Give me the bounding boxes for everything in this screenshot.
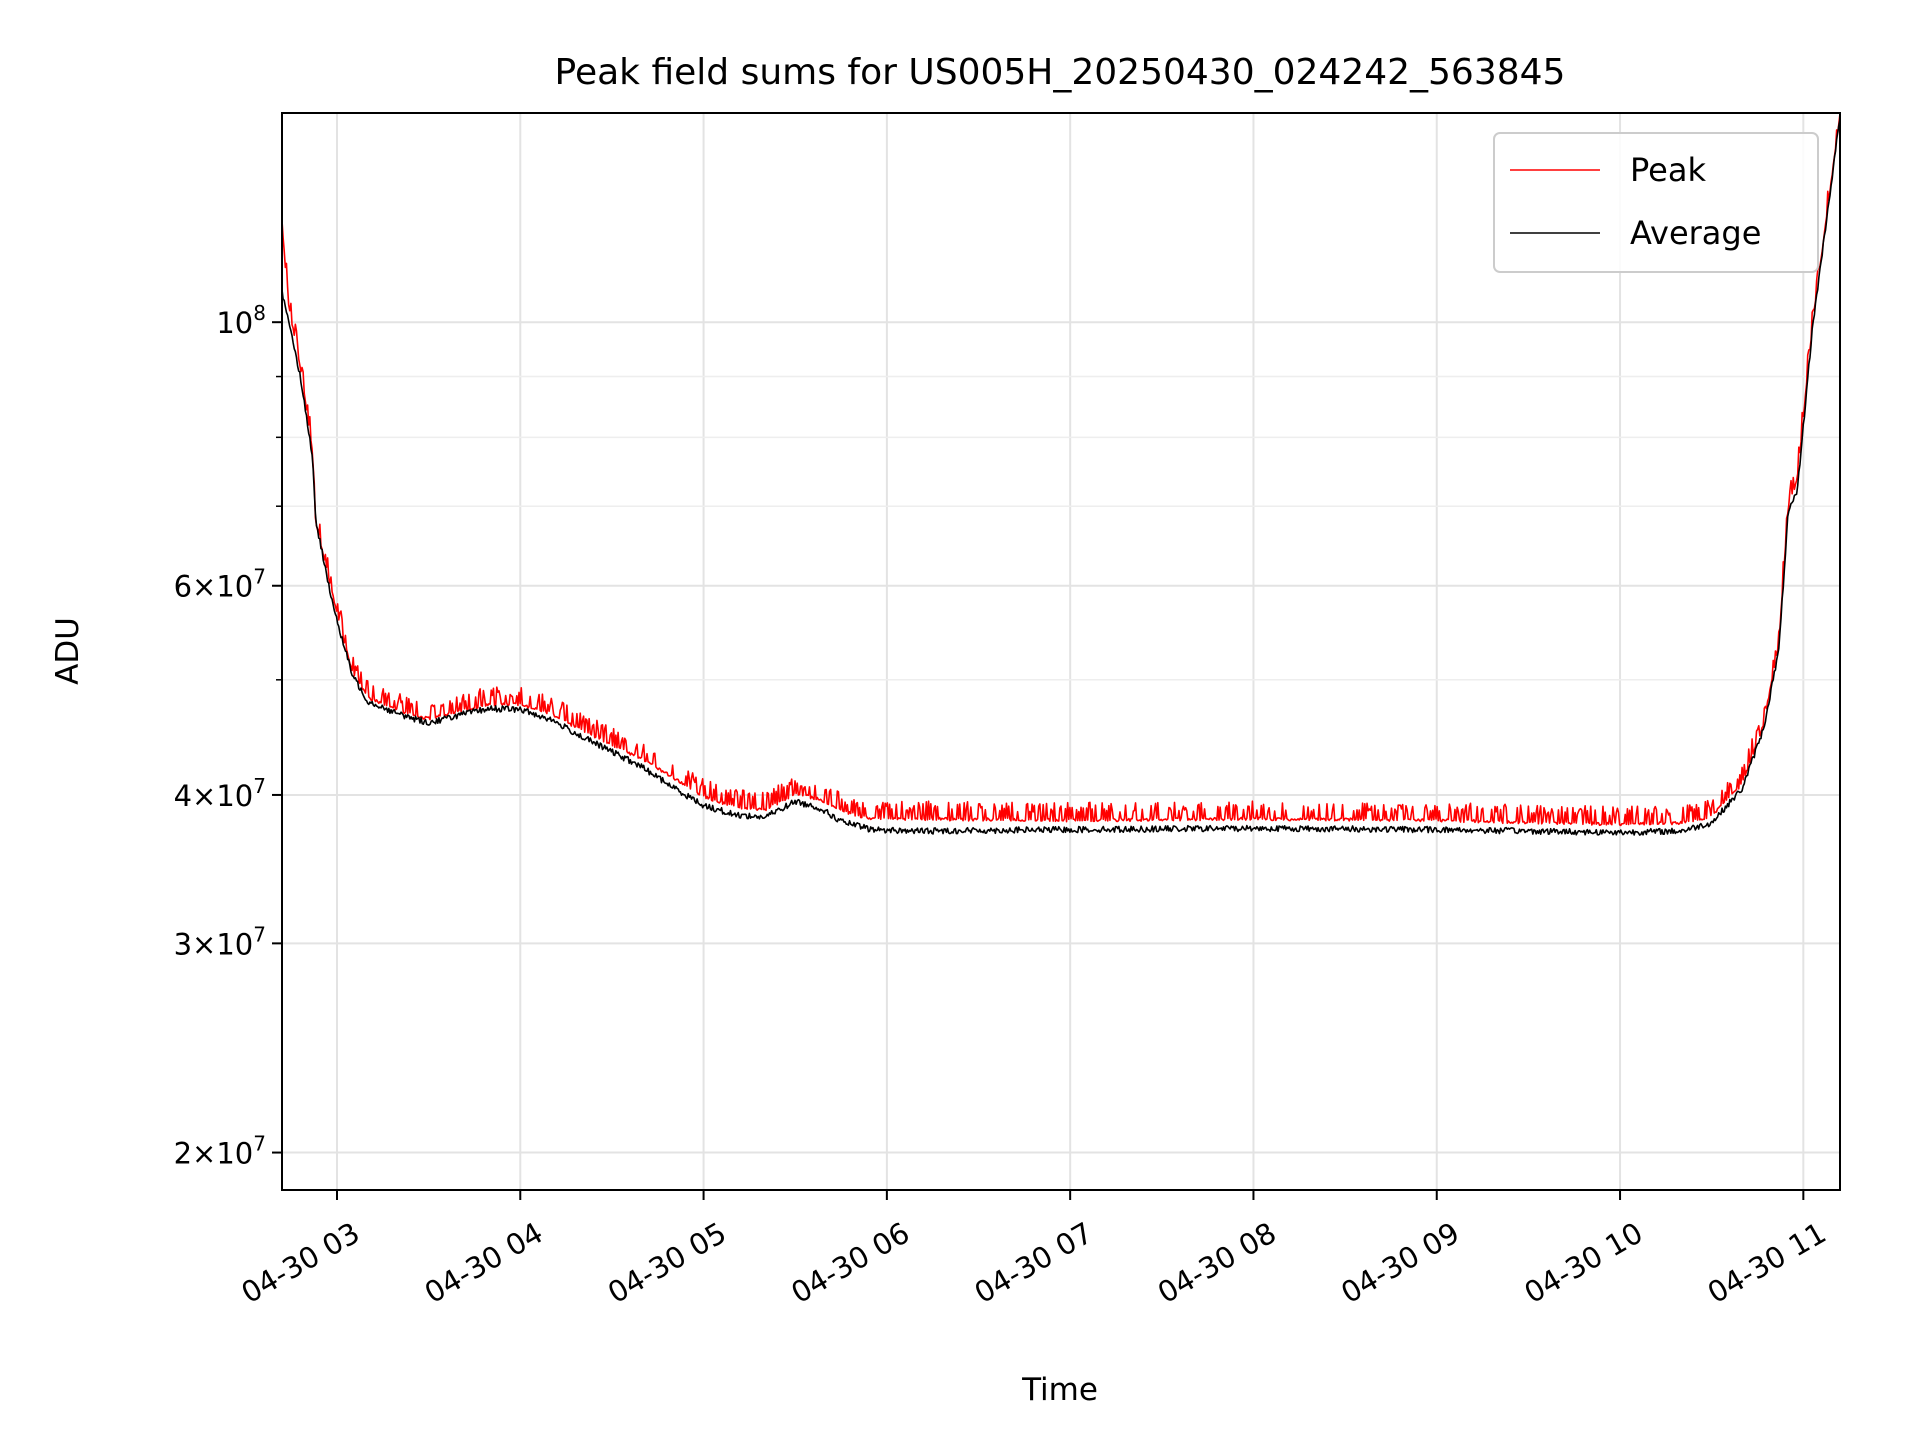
x-axis-label: Time bbox=[1021, 1372, 1098, 1408]
y-tick-label: 4×107 bbox=[174, 774, 266, 813]
legend-label-average: Average bbox=[1630, 214, 1761, 252]
series-line-average bbox=[282, 118, 1840, 836]
y-tick-label: 3×107 bbox=[174, 922, 266, 961]
grid bbox=[282, 113, 1840, 1190]
plot-series bbox=[282, 113, 1840, 836]
legend-box bbox=[1493, 132, 1819, 273]
legend-label-peak: Peak bbox=[1630, 151, 1706, 189]
plot-frame bbox=[281, 112, 1841, 1191]
legend: Peak Average bbox=[1493, 132, 1819, 273]
series-line-peak bbox=[282, 113, 1840, 827]
y-axis-label: ADU bbox=[50, 617, 86, 685]
chart-title: Peak field sums for US005H_20250430_0242… bbox=[555, 52, 1566, 93]
y-tick-label: 2×107 bbox=[174, 1132, 266, 1171]
y-tick-label: 6×107 bbox=[174, 565, 266, 604]
